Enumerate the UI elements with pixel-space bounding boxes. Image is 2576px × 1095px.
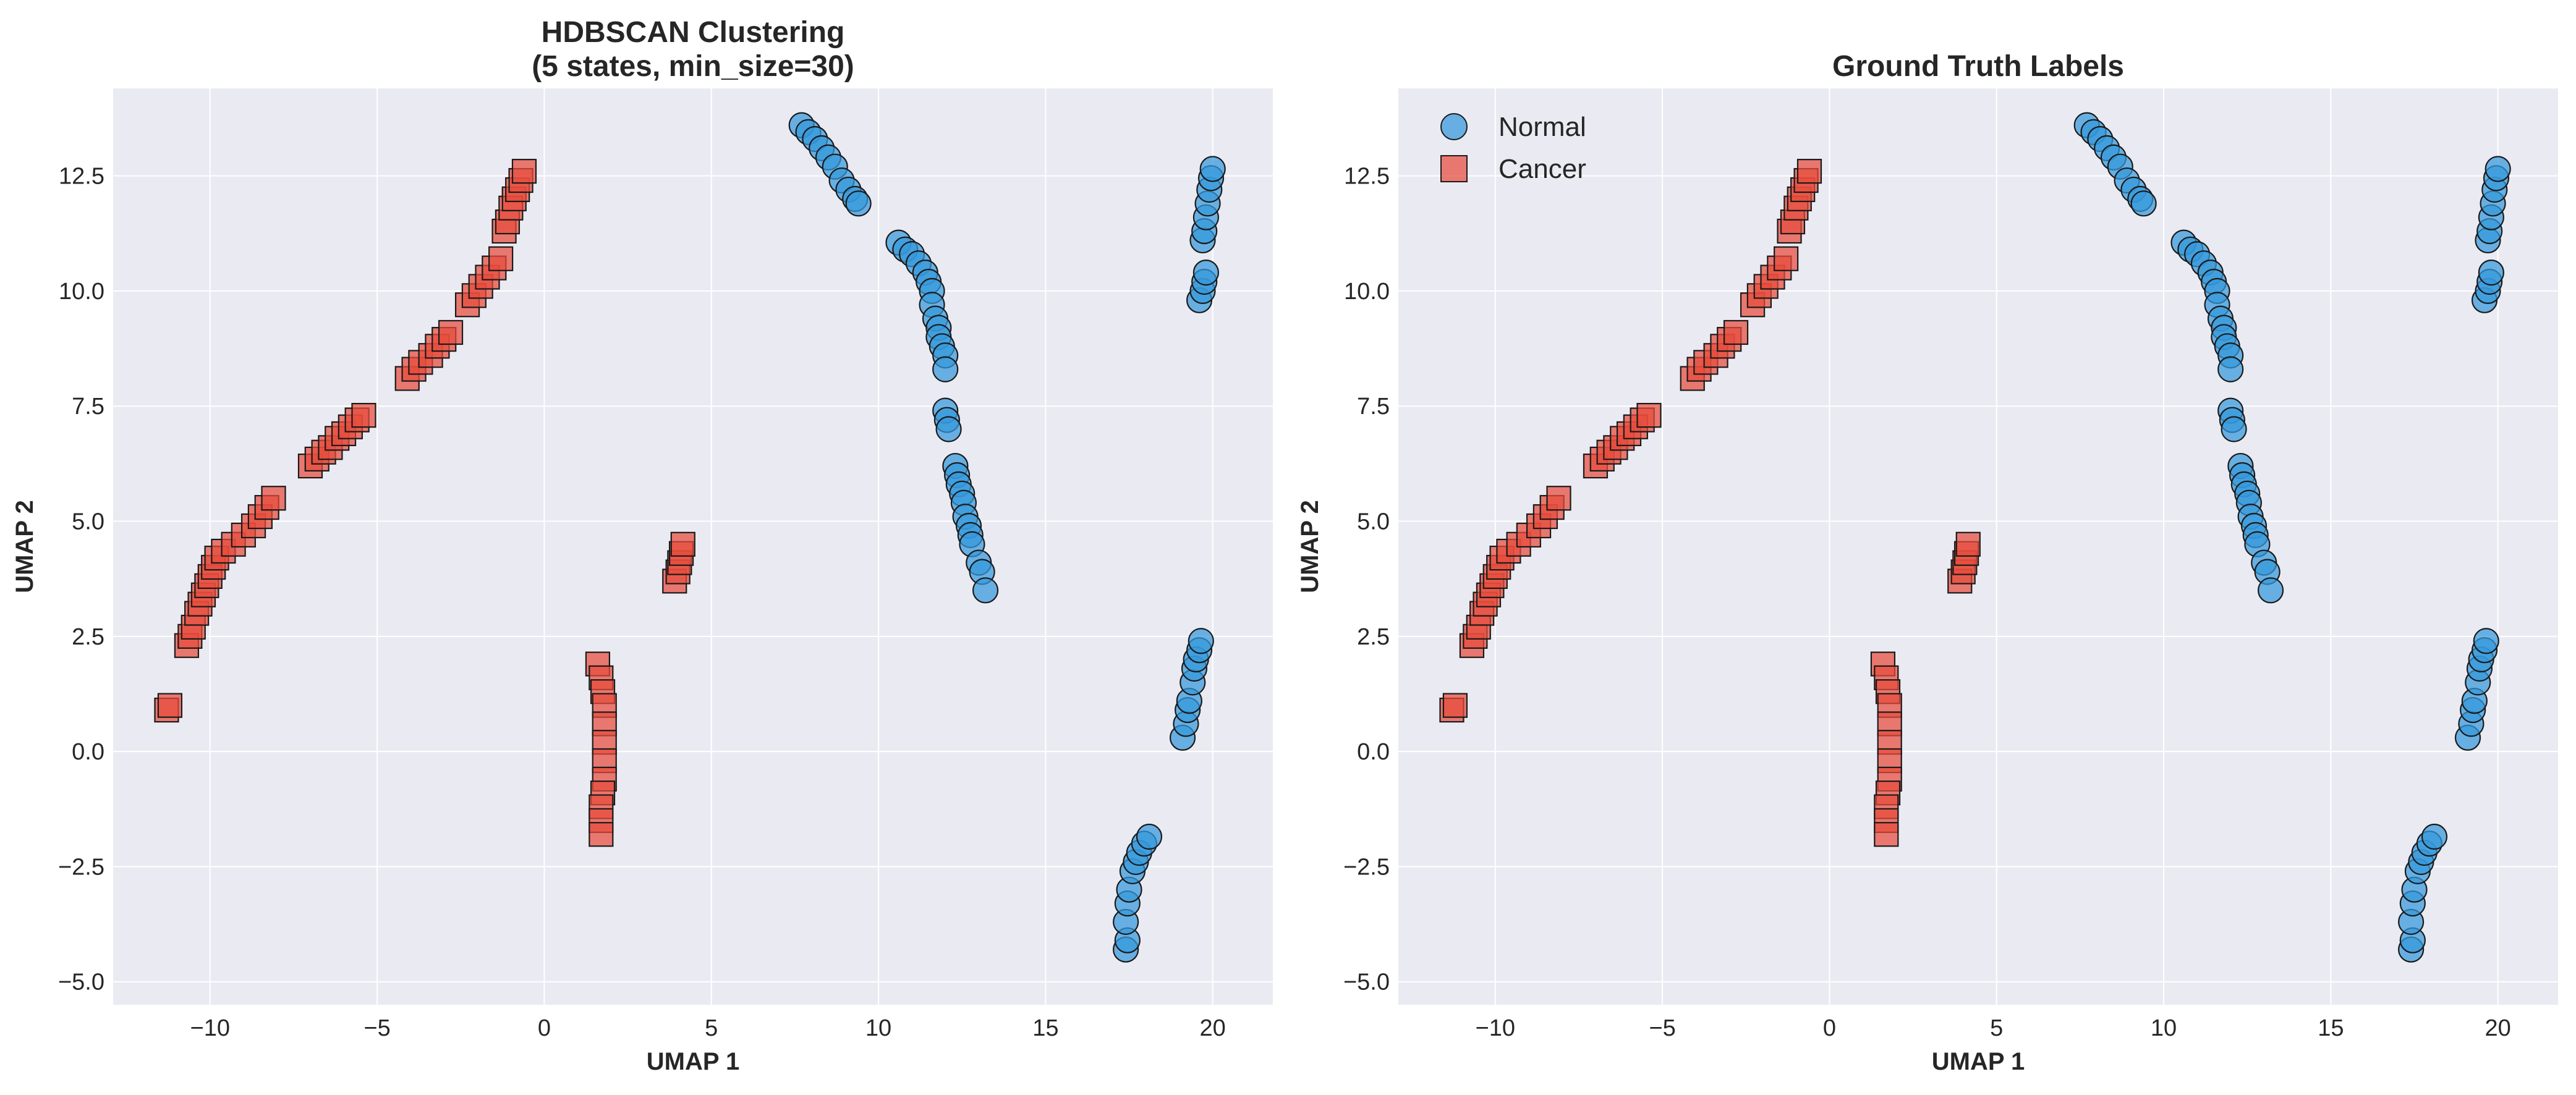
data-point-normal [972, 577, 999, 604]
chart-title: (5 states, min_size=30) [532, 50, 854, 83]
y-tick-label: 5.0 [1357, 509, 1390, 535]
cancer-series [154, 159, 695, 847]
x-tick-label: 0 [1823, 1015, 1836, 1041]
y-tick-label: −5.0 [1343, 970, 1390, 996]
legend: Normal Cancer [1440, 112, 1586, 184]
x-tick-label: 20 [1200, 1015, 1226, 1041]
data-point-cancer [1546, 486, 1571, 511]
data-point-cancer [351, 403, 376, 428]
y-tick-label: 5.0 [72, 509, 104, 535]
data-point-normal [935, 416, 962, 442]
data-point-cancer [1723, 319, 1749, 345]
data-point-cancer [157, 693, 183, 718]
data-point-normal [932, 356, 959, 383]
chart-title: Ground Truth Labels [1832, 50, 2124, 83]
x-tick-label: −10 [190, 1015, 230, 1041]
y-tick-label: −5.0 [58, 970, 104, 996]
data-point-cancer [589, 822, 614, 847]
chart-title: HDBSCAN Clustering [542, 16, 845, 49]
x-tick-label: 15 [1032, 1015, 1058, 1041]
data-point-cancer [488, 246, 514, 271]
data-point-cancer [1636, 403, 1662, 428]
data-point-cancer [438, 319, 464, 345]
x-axis-label: UMAP 1 [647, 1048, 739, 1075]
data-point-cancer [1874, 822, 1899, 847]
x-tick-label: 10 [2151, 1015, 2177, 1041]
legend-label: Normal [1498, 112, 1586, 142]
data-point-normal [2221, 416, 2247, 442]
y-tick-label: 10.0 [1344, 279, 1390, 305]
data-point-cancer [1774, 246, 1799, 271]
data-point-normal [2485, 156, 2511, 182]
data-point-normal [2130, 190, 2157, 217]
normal-series [788, 112, 1226, 963]
x-tick-label: −10 [1476, 1015, 1515, 1041]
y-tick-label: 2.5 [72, 624, 104, 650]
x-tick-label: −5 [363, 1015, 390, 1041]
data-point-normal [1199, 156, 1226, 182]
data-point-normal [1188, 628, 1214, 654]
y-tick-label: −2.5 [58, 854, 104, 880]
hdbscan-clustering-panel: −10 −5 0 5 10 15 20 −5.0 −2.5 0.0 2.5 5.0 7.5 10.0 12.… [11, 16, 1273, 1075]
x-tick-label: 5 [1990, 1015, 2003, 1041]
y-tick-label: 7.5 [72, 394, 104, 420]
x-tick-label: 5 [705, 1015, 718, 1041]
legend-label: Cancer [1498, 154, 1586, 184]
data-point-normal [2473, 628, 2499, 654]
x-axis-label: UMAP 1 [1932, 1048, 2025, 1075]
x-tick-label: −5 [1649, 1015, 1675, 1041]
data-point-normal [2421, 823, 2448, 850]
data-point-cancer [1955, 531, 1981, 557]
y-tick-label: 12.5 [59, 164, 104, 190]
normal-series [2073, 112, 2511, 963]
data-point-cancer [670, 531, 695, 557]
data-point-normal [2217, 356, 2244, 383]
data-point-cancer [1442, 693, 1468, 718]
data-point-normal [1192, 259, 1219, 286]
x-tick-label: 10 [865, 1015, 891, 1041]
data-point-normal [1136, 823, 1163, 850]
y-tick-label: 10.0 [59, 279, 104, 305]
y-axis-label: UMAP 2 [11, 500, 38, 593]
data-point-cancer [261, 486, 286, 511]
y-tick-label: 7.5 [1357, 394, 1390, 420]
data-point-cancer [511, 159, 537, 184]
data-point-cancer [1796, 159, 1822, 184]
y-tick-label: 0.0 [1357, 739, 1390, 765]
y-tick-label: 12.5 [1344, 164, 1390, 190]
cancer-series [1439, 159, 1981, 847]
y-axis-label: UMAP 2 [1296, 500, 1324, 593]
x-tick-label: 15 [2318, 1015, 2344, 1041]
y-tick-label: 2.5 [1357, 624, 1390, 650]
x-tick-label: 20 [2485, 1015, 2511, 1041]
x-tick-label: 0 [538, 1015, 551, 1041]
data-point-normal [845, 190, 872, 217]
ground-truth-labels-panel: −10 −5 0 5 10 15 20 −5.0 −2.5 0.0 2.5 5.0 7.5 10.0 12.… [1296, 50, 2558, 1075]
y-tick-label: −2.5 [1343, 854, 1390, 880]
legend-marker-cancer [1440, 155, 1468, 182]
data-point-normal [2257, 577, 2284, 604]
legend-marker-normal [1440, 113, 1468, 140]
data-point-normal [2478, 259, 2504, 286]
y-tick-label: 0.0 [72, 739, 104, 765]
